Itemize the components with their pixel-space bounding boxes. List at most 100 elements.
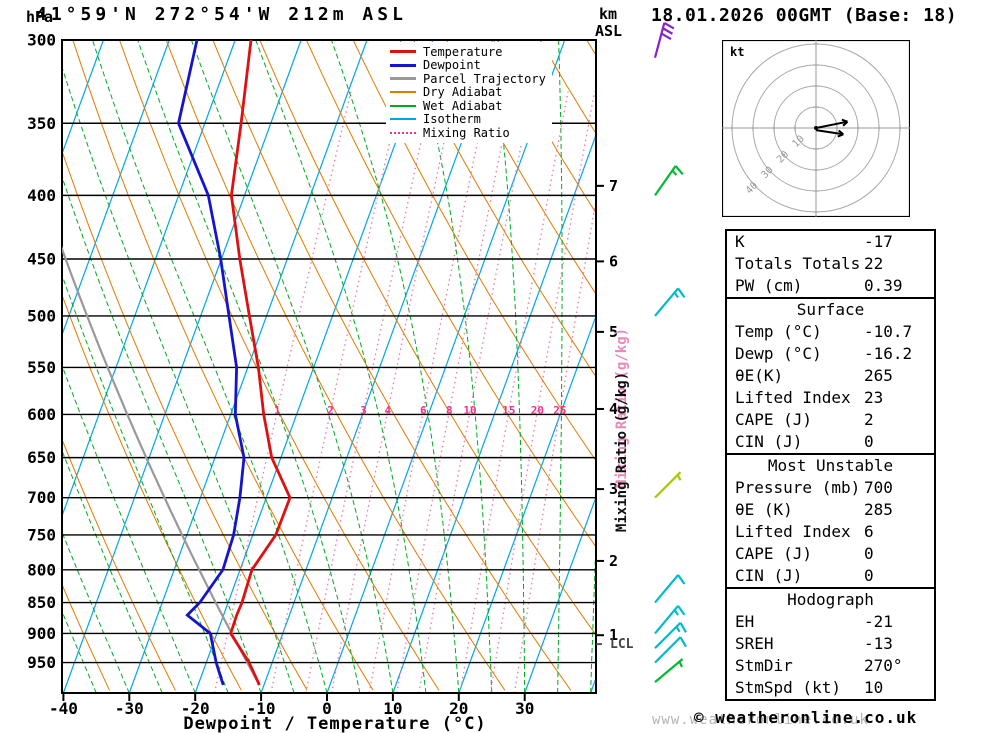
legend-item: Parcel Trajectory <box>390 72 546 86</box>
stat-row: Pressure (mb) 700 <box>727 477 934 499</box>
isotherm-line <box>260 40 500 693</box>
km-tick-label: 3 <box>609 480 618 498</box>
mixing-ratio-value-label: 1 <box>274 404 281 417</box>
stat-value: 0 <box>864 544 874 563</box>
km-tick-label: 1 <box>609 626 618 644</box>
mixing-ratio-line <box>330 91 456 693</box>
temp-tick-label: -10 <box>247 699 276 718</box>
mixing-ratio-line <box>489 91 596 693</box>
stat-row: CAPE (J) 2 <box>727 409 934 431</box>
legend-item: Wet Adiabat <box>390 99 546 113</box>
mixing-ratio-line <box>513 197 596 693</box>
wet-adiabat-line <box>557 40 563 693</box>
stat-value: 270° <box>864 656 903 675</box>
mixing-ratio-value-label: 25 <box>553 404 566 417</box>
run-datetime: 18.01.2026 00GMT (Base: 18) <box>651 5 958 26</box>
pressure-tick-label: 650 <box>27 448 56 467</box>
legend-label: Parcel Trajectory <box>423 71 546 86</box>
stat-row: Totals Totals 22 <box>727 253 934 275</box>
wind-barb <box>654 471 682 499</box>
mixing-ratio-value-label: 2 <box>327 404 334 417</box>
isotherm-line <box>62 40 302 693</box>
wet-adiabat-line <box>62 610 97 693</box>
km-tick-label: 5 <box>609 323 618 341</box>
temp-tick-label: 0 <box>322 699 332 718</box>
dry-adiabat-line <box>446 40 596 295</box>
isotherm-line <box>62 40 104 156</box>
dry-adiabat-line <box>399 40 596 378</box>
station-title: 41°59'N 272°54'W 212m ASL <box>36 4 407 25</box>
wet-adiabat-line <box>62 449 163 693</box>
wet-adiabat-line <box>62 65 295 693</box>
stat-value: 22 <box>864 254 884 273</box>
lcl-label: LCL <box>610 637 634 652</box>
stat-value: 285 <box>864 500 893 519</box>
pressure-tick-label: 950 <box>27 653 56 672</box>
legend-label: Dry Adiabat <box>423 85 503 100</box>
stat-row: Lifted Index 23 <box>727 387 934 409</box>
isotherm-line <box>524 495 596 693</box>
wet-adiabat-line <box>624 40 664 693</box>
wet-adiabat-line <box>92 40 328 693</box>
pressure-tick-label: 400 <box>27 186 56 205</box>
stat-label: CAPE (J) <box>735 410 813 429</box>
pressure-tick-label: 300 <box>27 31 56 50</box>
x-axis-title: Dewpoint / Temperature (°C) <box>183 714 487 733</box>
stat-value: 0 <box>864 566 874 585</box>
stat-row: CIN (J) 0 <box>727 565 934 587</box>
pressure-axis-unit: hPa <box>26 8 54 26</box>
dewpoint-curve <box>177 40 246 686</box>
mixing-ratio-value-label: 3 <box>360 404 367 417</box>
stat-value: 265 <box>864 366 893 385</box>
wet-adiabat-line <box>137 40 361 693</box>
legend-line-sample <box>390 118 416 121</box>
isotherm-line <box>62 40 236 518</box>
stats-section: Surface Temp (°C) -10.7 Dewp (°C) -16.2 θE(K)… <box>725 297 936 455</box>
stat-row: EH -21 <box>727 611 934 633</box>
mixing-ratio-value-label: 6 <box>420 404 427 417</box>
mixing-ratio-line <box>305 91 433 693</box>
pressure-tick-label: 900 <box>27 624 56 643</box>
legend-line-sample <box>390 50 416 54</box>
temperature-curve <box>229 40 292 686</box>
stat-value: 23 <box>864 388 884 407</box>
stat-label: PW (cm) <box>735 276 803 295</box>
temp-tick-label: 30 <box>515 699 534 718</box>
wet-adiabat-line <box>491 40 526 693</box>
legend-line-sample <box>390 104 416 107</box>
stat-row: θE (K) 285 <box>727 499 934 521</box>
stat-row: K -17 <box>727 231 934 253</box>
legend: Temperature Dewpoint Parcel Trajectory Dry … <box>386 42 552 143</box>
stat-row: Temp (°C) -10.7 <box>727 321 934 343</box>
stat-label: Lifted Index <box>735 522 851 541</box>
altitude-axis-unit-asl: ASL <box>595 22 623 40</box>
mixing-ratio-line <box>368 91 489 693</box>
temp-tick-label: -40 <box>49 699 78 718</box>
stat-label: Totals Totals <box>735 254 861 273</box>
dry-adiabat-line <box>62 583 110 691</box>
stat-label: EH <box>735 612 755 631</box>
stats-section-header: Hodograph <box>787 590 874 609</box>
mixing-ratio-line <box>270 91 402 693</box>
isotherm-line <box>128 40 368 693</box>
mixing-ratio-value-label: 4 <box>385 404 392 417</box>
stat-label: CIN (J) <box>735 566 803 585</box>
pressure-tick-label: 750 <box>27 525 56 544</box>
pressure-tick-label: 350 <box>27 114 56 133</box>
hodograph-arrowhead <box>841 118 848 123</box>
stat-label: θE(K) <box>735 366 784 385</box>
stats-table: K -17 Totals Totals 22 PW (cm) 0.39 Surface Tem… <box>725 229 936 701</box>
dry-adiabat-line <box>72 40 374 691</box>
isotherm-line <box>326 40 566 693</box>
stat-value: -10.7 <box>864 322 913 341</box>
hodograph-trace-arrow <box>815 120 848 129</box>
wind-barb <box>654 636 687 664</box>
stat-row: SREH -13 <box>727 633 934 655</box>
legend-label: Mixing Ratio <box>423 125 510 140</box>
parcel-trajectory-curve <box>62 245 261 686</box>
wet-adiabat-line <box>62 175 262 693</box>
stat-label: Dewp (°C) <box>735 344 822 363</box>
legend-item: Dewpoint <box>390 58 546 72</box>
stat-value: 2 <box>864 410 874 429</box>
